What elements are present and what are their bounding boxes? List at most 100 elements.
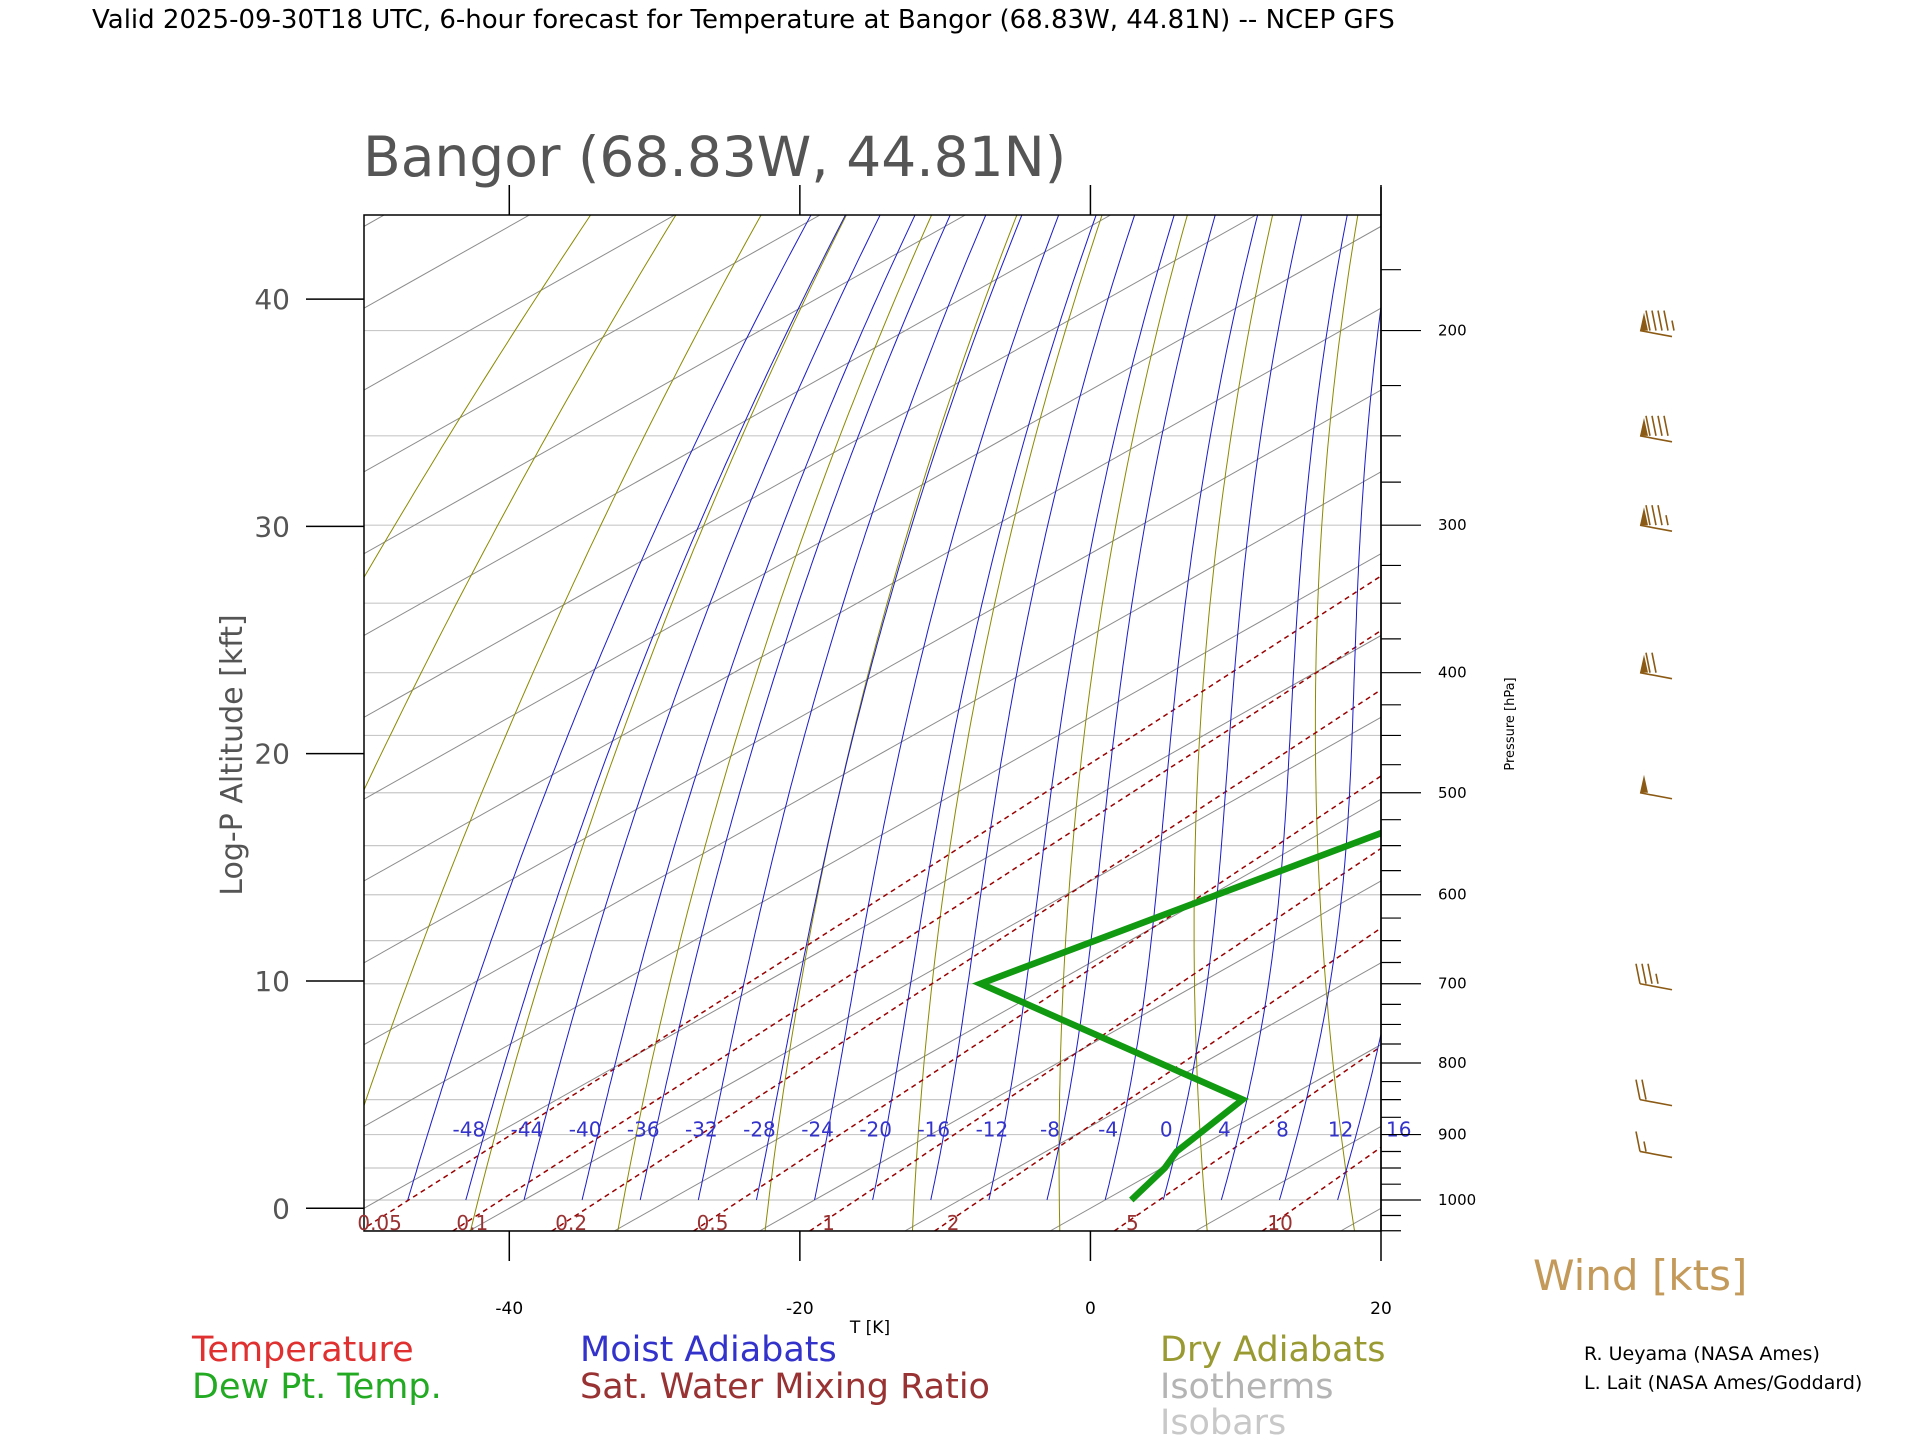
isotherm [364, 389, 1381, 964]
moist-adiabat [1512, 171, 1609, 1200]
dry-adiabat [364, 215, 762, 1108]
isotherm [759, 880, 1381, 1231]
isotherm [0, 215, 94, 1231]
mixing-ratio-label: 2 [947, 1211, 960, 1235]
ylabel: Log-P Altitude [kft] [215, 614, 250, 895]
moist-adiabat-label: -4 [1098, 1118, 1118, 1142]
pressure-label: 900 [1438, 1126, 1467, 1144]
isotherm [1631, 215, 1920, 1231]
dry-adiabat [1783, 208, 1920, 1231]
isotherm [364, 634, 1381, 1209]
xlabel: T [K] [849, 1318, 890, 1338]
mixing-ratio-line [934, 927, 1381, 1231]
isotherm [364, 225, 1381, 800]
moist-adiabat-label: -40 [569, 1118, 602, 1142]
moist-adiabat [697, 215, 987, 1201]
y-tick-label: 10 [254, 965, 290, 998]
moist-adiabat [1278, 303, 1381, 1201]
moist-adiabat-label: -12 [976, 1118, 1009, 1142]
pressure-label: 800 [1438, 1054, 1467, 1072]
x-tick-label: 0 [1085, 1299, 1096, 1319]
isotherm [468, 716, 1381, 1231]
isotherm [364, 215, 1111, 637]
mixing-ratio-line [364, 575, 1381, 1230]
sounding-series [972, 201, 1920, 1203]
moist-adiabat [872, 215, 1097, 1201]
pressure-label: 1000 [1438, 1191, 1476, 1209]
isotherm [364, 307, 1381, 882]
dry-adiabat [912, 215, 1103, 1231]
moist-adiabat [407, 215, 812, 1201]
wind-barbs [1635, 310, 1675, 1159]
moist-adiabat-label: 12 [1328, 1118, 1353, 1142]
isotherm [1195, 1125, 1381, 1231]
wind-barb [1635, 963, 1673, 991]
isotherm [364, 215, 1257, 718]
moist-adiabat [1454, 171, 1549, 1200]
credit-1: R. Ueyama (NASA Ames) [1584, 1343, 1820, 1365]
dry-adiabat [364, 215, 592, 579]
moist-adiabat-label: -28 [743, 1118, 776, 1142]
dry-adiabat [764, 215, 1018, 1231]
dry-adiabat [1614, 208, 1797, 1231]
moist-adiabat [1046, 215, 1216, 1201]
moist-adiabat-label: 4 [1218, 1118, 1231, 1142]
isotherm [1049, 1044, 1381, 1231]
moist-adiabat-label: -32 [685, 1118, 718, 1142]
mixing-ratio-line [551, 688, 1381, 1231]
series-line-dew-pt-temp- [972, 829, 1381, 1203]
moist-adiabat [1162, 215, 1303, 1201]
moist-adiabat-label: -8 [1040, 1118, 1060, 1142]
credit-2: L. Lait (NASA Ames/Goddard) [1584, 1372, 1862, 1394]
axes: -48 -44 -40 -36 -32 -28 -24 -20 -16 -12 -8 -4 0 4 8 12 1… [254, 185, 1476, 1319]
isotherm [613, 798, 1381, 1231]
dry-adiabat [1425, 208, 1502, 1231]
isotherm [0, 215, 239, 1231]
moist-adiabat [930, 215, 1136, 1201]
moist-adiabat [523, 215, 881, 1201]
moist-adiabat-label: -16 [917, 1118, 950, 1142]
moist-adiabat [581, 215, 916, 1201]
moist-adiabat-label: 16 [1386, 1118, 1411, 1142]
moist-adiabat-label: -20 [859, 1118, 892, 1142]
legend-isobars: Isobars [1160, 1403, 1286, 1440]
dry-adiabat [1699, 208, 1920, 1231]
moist-adiabat [465, 215, 847, 1201]
mixing-ratio-line [809, 847, 1381, 1231]
moist-adiabat [1337, 1031, 1381, 1201]
dry-adiabat [1524, 208, 1650, 1231]
moist-adiabat [1104, 215, 1259, 1201]
pressure-label: 700 [1438, 975, 1467, 993]
isotherm [1340, 1207, 1381, 1231]
isotherm [364, 215, 675, 391]
wind-barb [1639, 652, 1673, 680]
isotherm [364, 215, 530, 309]
moist-adiabat-label: -44 [511, 1118, 544, 1142]
y-tick-label: 30 [254, 510, 290, 543]
mixing-ratio-line [693, 775, 1381, 1231]
pressure-label: 500 [1438, 784, 1467, 802]
isotherm [364, 215, 966, 555]
plot-frame [363, 214, 1382, 1232]
dry-adiabat [1314, 215, 1359, 1231]
y-tick-label: 20 [254, 738, 290, 771]
pressure-label: 600 [1438, 886, 1467, 904]
pressure-label: 300 [1438, 516, 1467, 534]
legend-dry: Dry Adiabats [1160, 1330, 1386, 1370]
moist-adiabat [814, 215, 1060, 1201]
wind-barb [1635, 1079, 1673, 1107]
mixing-ratio-line [1113, 1045, 1381, 1231]
moist-adiabat-label: -24 [801, 1118, 834, 1142]
chart-subtitle: Bangor (68.83W, 44.81N) [363, 125, 1066, 189]
dry-adiabat [1058, 215, 1188, 1231]
dry-adiabat [1868, 208, 1920, 1231]
wind-barb [1639, 310, 1675, 338]
pressure-label: 200 [1438, 322, 1467, 340]
moist-adiabat-label: -48 [453, 1118, 486, 1142]
isotherm [364, 471, 1381, 1046]
pressure-label: 400 [1438, 664, 1467, 682]
y-tick-label: 40 [254, 283, 290, 316]
dry-adiabat [470, 215, 847, 1231]
legend-dewpoint: Dew Pt. Temp. [192, 1367, 442, 1407]
series-line-temperature [1389, 201, 1920, 1200]
